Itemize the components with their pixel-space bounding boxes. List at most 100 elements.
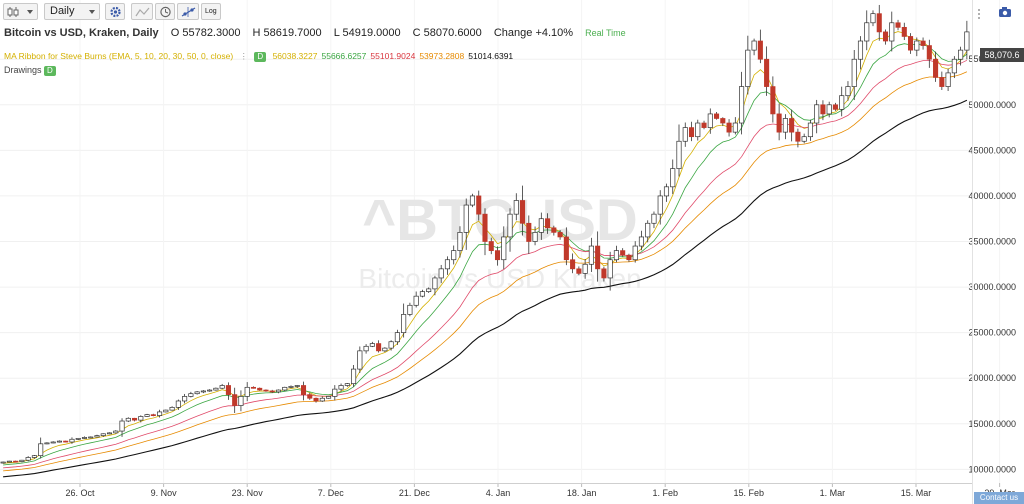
candle — [551, 225, 557, 236]
candle — [319, 396, 325, 402]
candle — [213, 387, 219, 391]
candle — [413, 291, 419, 308]
candle — [438, 264, 444, 284]
candle — [764, 46, 770, 96]
realtime-label: Real Time — [585, 28, 626, 38]
candle — [908, 33, 914, 54]
candle — [25, 456, 31, 462]
candle — [75, 437, 81, 440]
candle — [670, 159, 676, 195]
candle — [745, 35, 751, 95]
indicator-name[interactable]: MA Ribbon for Steve Burns (EMA, 5, 10, 2… — [4, 51, 234, 61]
candle — [0, 461, 6, 464]
candle — [526, 215, 532, 254]
candle — [200, 390, 206, 394]
candle — [94, 434, 100, 438]
candle — [444, 256, 450, 275]
candle — [826, 101, 832, 118]
chart-type-select[interactable] — [3, 3, 38, 20]
candle — [939, 71, 945, 90]
indicator-menu-icon[interactable]: ⋮ — [239, 51, 249, 61]
candle — [839, 86, 845, 117]
candle — [488, 237, 494, 255]
candle — [933, 51, 939, 82]
chevron-down-icon — [89, 10, 95, 14]
candle — [757, 29, 763, 64]
candle — [457, 226, 463, 258]
gear-icon — [110, 6, 121, 18]
x-tick-label: 15. Mar — [901, 488, 932, 498]
candle — [113, 430, 119, 434]
candle — [776, 103, 782, 141]
candle — [901, 22, 907, 41]
candle — [507, 208, 513, 252]
ema-line-20 — [3, 59, 968, 469]
candle — [632, 241, 638, 263]
candle — [645, 220, 651, 243]
x-tick-label: 9. Nov — [151, 488, 178, 498]
candle — [388, 340, 394, 351]
interval-select[interactable]: Daily — [44, 3, 100, 20]
candle — [676, 124, 682, 177]
settings-button[interactable] — [105, 3, 125, 20]
candle — [876, 4, 882, 41]
indicator-badge[interactable]: D — [254, 52, 267, 62]
candle — [63, 440, 69, 443]
drawings-badge[interactable]: D — [44, 66, 56, 76]
candle — [338, 383, 344, 392]
change-value: Change +4.10% — [493, 27, 574, 39]
candle — [250, 386, 256, 389]
x-axis: 26. Oct 9. Nov 23. Nov 7. Dec 21. Dec 4. Jan 1… — [65, 483, 1015, 498]
open-value: O 55782.3000 — [170, 27, 241, 39]
snapshot-button[interactable] — [998, 5, 1012, 23]
watermark-symbol: ^BTCUSD — [362, 188, 638, 253]
toolbar: Daily Log — [0, 0, 1024, 22]
more-menu-button[interactable] — [976, 7, 982, 25]
last-price-label: 58,070.6 — [980, 48, 1024, 62]
candle — [401, 303, 407, 338]
candle — [557, 230, 563, 240]
candle — [263, 389, 269, 392]
candle — [163, 409, 169, 413]
candle — [882, 29, 889, 45]
candle — [482, 208, 488, 256]
candle — [69, 437, 75, 444]
candle — [132, 417, 138, 422]
candle — [19, 459, 25, 463]
candle — [351, 364, 357, 387]
candle — [288, 385, 294, 389]
x-tick-label: 1. Mar — [820, 488, 846, 498]
chevron-down-icon — [27, 10, 33, 14]
candle — [613, 245, 619, 263]
ema-line-50 — [3, 99, 968, 478]
drawings-label[interactable]: Drawings — [4, 65, 42, 75]
contact-us-button[interactable]: Contact us — [974, 492, 1024, 504]
candle — [845, 81, 851, 101]
candle — [851, 49, 857, 101]
candle — [225, 382, 231, 400]
compare-button[interactable] — [131, 3, 153, 20]
candle — [607, 251, 613, 291]
candle — [739, 71, 745, 135]
candle — [695, 119, 701, 141]
candle — [451, 245, 457, 265]
x-tick-label: 7. Dec — [318, 488, 345, 498]
candle — [344, 382, 350, 387]
log-scale-button[interactable]: Log — [201, 3, 221, 20]
candle — [56, 440, 62, 443]
candle — [720, 117, 726, 127]
candle — [582, 259, 588, 279]
candle — [6, 460, 12, 463]
candle — [958, 46, 964, 66]
y-tick-label: 45000.0000 — [968, 145, 1016, 155]
candle — [707, 108, 713, 134]
candle — [726, 119, 732, 137]
candle — [232, 387, 238, 414]
time-button[interactable] — [155, 3, 175, 20]
candle — [789, 109, 795, 142]
candle — [207, 389, 213, 392]
drawing-tools-button[interactable] — [177, 3, 199, 20]
candle — [157, 409, 163, 418]
candle — [88, 436, 94, 439]
